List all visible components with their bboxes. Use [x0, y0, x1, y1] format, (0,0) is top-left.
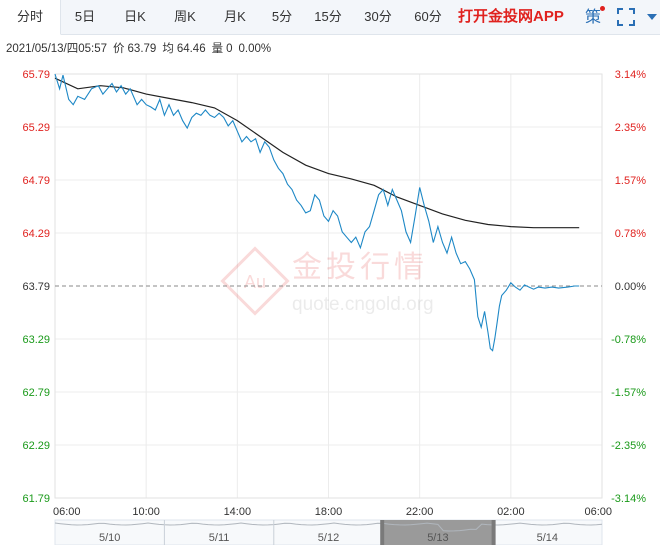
- y-tick-label: 63.79: [22, 281, 50, 293]
- navigator-date-label: 5/13: [427, 532, 448, 544]
- pct-tick-label: 0.00%: [615, 281, 646, 293]
- x-tick-label: 18:00: [315, 506, 343, 518]
- tab-60min[interactable]: 60分: [414, 9, 442, 24]
- watermark-url: quote.cngold.org: [292, 294, 434, 315]
- price-value: 63.79: [127, 43, 157, 55]
- tab-5min[interactable]: 5分: [271, 9, 293, 24]
- y-axis-right: 3.14% 2.35% 1.57% 0.78% 0.00% -0.78% -1.57% -2.…: [611, 69, 646, 505]
- volume-value: 0: [226, 43, 233, 55]
- chart-grid: [54, 73, 603, 499]
- tab-daily-k[interactable]: 日K: [124, 9, 146, 24]
- volume-label: 量: [211, 43, 224, 55]
- avg-label: 均: [162, 43, 174, 55]
- time-navigator[interactable]: 5/10 5/11 5/12 5/13 5/14: [54, 519, 603, 545]
- navigator-date-label: 5/10: [99, 532, 120, 544]
- navigator-track: [54, 519, 603, 545]
- tab-15min[interactable]: 15分: [314, 9, 342, 24]
- tab-intraday[interactable]: 分时: [0, 0, 61, 35]
- navigator-date-label: 5/11: [209, 532, 230, 544]
- tab-monthly-k[interactable]: 月K: [224, 9, 246, 24]
- pct-tick-label: -2.35%: [611, 440, 646, 452]
- x-tick-label: 14:00: [224, 506, 252, 518]
- pct-tick-label: 2.35%: [615, 122, 646, 134]
- y-tick-label: 63.29: [22, 334, 50, 346]
- strategy-icon[interactable]: 策: [585, 7, 602, 26]
- x-tick-label: 22:00: [406, 506, 434, 518]
- pct-tick-label: -0.78%: [611, 334, 646, 346]
- navigator-date-label: 5/12: [318, 532, 339, 544]
- quote-info-bar: 2021/05/13/四05:57 价 63.79 均 64.46 量 0 0.00%: [6, 40, 277, 56]
- y-tick-label: 64.79: [22, 175, 50, 187]
- period-tabs: 分时 5日 日K 周K 月K 5分 15分 30分 60分 打开金投网APP 策: [0, 0, 660, 35]
- pct-tick-label: -1.57%: [611, 387, 646, 399]
- quote-datetime: 2021/05/13/四05:57: [6, 43, 108, 55]
- x-tick-label: 06:00: [584, 506, 612, 518]
- y-axis-left: 65.79 65.29 64.79 64.29 63.79 63.29 62.79 62.29…: [22, 69, 50, 505]
- chevron-down-icon[interactable]: [647, 14, 657, 20]
- pct-tick-label: 0.78%: [615, 228, 646, 240]
- pct-tick-label: 3.14%: [615, 69, 646, 81]
- navigator-sparkline: [54, 522, 603, 532]
- open-app-link[interactable]: 打开金投网APP: [458, 8, 564, 25]
- fullscreen-icon[interactable]: [617, 8, 635, 26]
- average-price-line: [54, 77, 580, 229]
- price-line: [54, 73, 580, 352]
- watermark-logo: Au: [220, 246, 290, 316]
- pct-tick-label: -3.14%: [611, 493, 646, 505]
- x-tick-label: 02:00: [497, 506, 525, 518]
- navigator-date-label: 5/14: [537, 532, 558, 544]
- navigator-handle-left[interactable]: [380, 520, 385, 545]
- x-tick-label: 10:00: [132, 506, 160, 518]
- notification-dot: [600, 6, 605, 11]
- x-tick-label: 06:00: [53, 506, 81, 518]
- y-tick-label: 65.29: [22, 122, 50, 134]
- y-tick-label: 65.79: [22, 69, 50, 81]
- avg-value: 64.46: [176, 43, 206, 55]
- tab-30min[interactable]: 30分: [364, 9, 392, 24]
- plot-border: [54, 73, 603, 499]
- x-axis: 06:00 10:00 14:00 18:00 22:00 02:00 06:00: [53, 506, 612, 518]
- price-label: 价: [113, 43, 125, 55]
- navigator-handle-right[interactable]: [491, 520, 496, 545]
- watermark-logo-text: Au: [244, 272, 266, 292]
- y-tick-label: 64.29: [22, 228, 50, 240]
- y-tick-label: 61.79: [22, 493, 50, 505]
- tab-5day[interactable]: 5日: [74, 9, 96, 24]
- y-tick-label: 62.29: [22, 440, 50, 452]
- watermark: Au 金投行情 quote.cngold.org: [220, 246, 434, 316]
- pct-tick-label: 1.57%: [615, 175, 646, 187]
- change-value: 0.00%: [238, 43, 272, 55]
- watermark-title: 金投行情: [292, 250, 428, 285]
- navigator-selection[interactable]: [383, 520, 493, 545]
- y-tick-label: 62.79: [22, 387, 50, 399]
- tab-weekly-k[interactable]: 周K: [174, 9, 196, 24]
